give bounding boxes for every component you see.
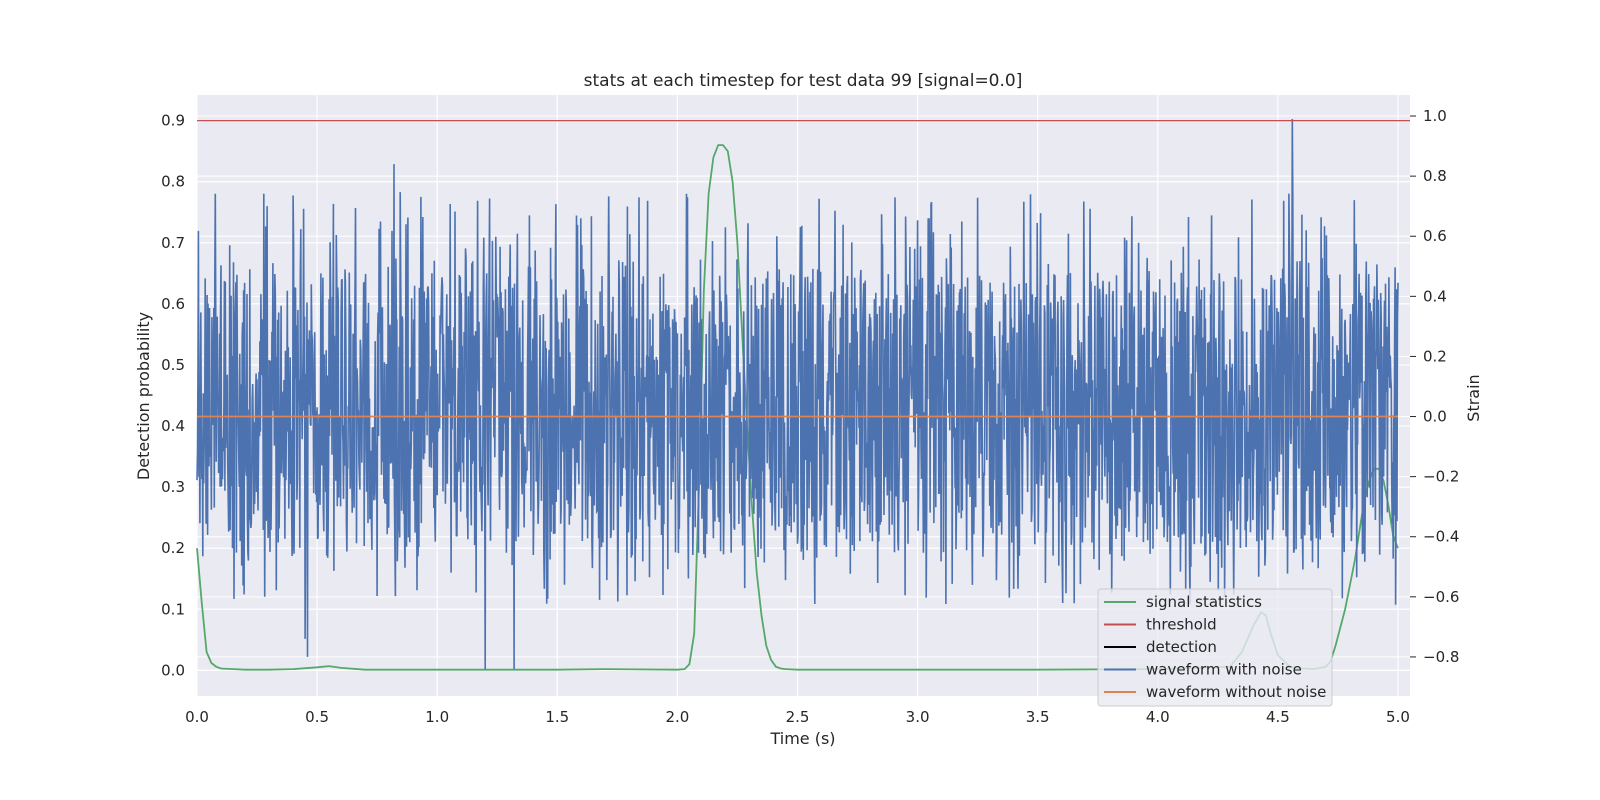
legend-label: signal statistics bbox=[1146, 593, 1262, 611]
legend-label: waveform with noise bbox=[1146, 661, 1302, 679]
legend-label: waveform without noise bbox=[1146, 683, 1326, 701]
x-tick-label: 0.0 bbox=[185, 708, 209, 726]
x-tick-label: 1.5 bbox=[545, 708, 569, 726]
x-tick-label: 1.0 bbox=[425, 708, 449, 726]
chart-title: stats at each timestep for test data 99 … bbox=[584, 71, 1023, 91]
legend-label: threshold bbox=[1146, 616, 1217, 634]
right-tick-label: 0.0 bbox=[1423, 408, 1447, 426]
x-tick-label: 2.0 bbox=[665, 708, 689, 726]
x-tick-label: 0.5 bbox=[305, 708, 329, 726]
left-tick-label: 0.2 bbox=[161, 539, 185, 557]
x-tick-label: 3.0 bbox=[906, 708, 930, 726]
signal-statistics-line bbox=[196, 144, 1399, 671]
left-tick-label: 0.0 bbox=[161, 661, 185, 679]
right-tick-label: −0.2 bbox=[1423, 468, 1459, 486]
left-tick-label: 0.7 bbox=[161, 234, 185, 252]
right-tick-label: −0.8 bbox=[1423, 648, 1459, 666]
x-tick-label: 5.0 bbox=[1386, 708, 1410, 726]
left-tick-label: 0.5 bbox=[161, 356, 185, 374]
left-tick-label: 0.8 bbox=[161, 173, 185, 191]
series-layer bbox=[196, 118, 1410, 671]
right-tick-label: 0.4 bbox=[1423, 287, 1447, 305]
left-tick-label: 0.6 bbox=[161, 295, 185, 313]
right-y-axis-label: Strain bbox=[1464, 374, 1483, 421]
x-tick-label: 4.0 bbox=[1146, 708, 1170, 726]
x-tick-label: 2.5 bbox=[786, 708, 810, 726]
right-tick-labels: −0.8 −0.6 −0.4 −0.2 0.0 0.2 0.4 0.6 0.8 1.0 bbox=[1410, 107, 1459, 666]
legend-box bbox=[1097, 588, 1333, 707]
right-tick-label: 1.0 bbox=[1423, 107, 1447, 125]
x-axis-label: Time (s) bbox=[769, 729, 835, 748]
waveform-with-noise-line bbox=[196, 118, 1399, 670]
left-tick-label: 0.1 bbox=[161, 600, 185, 618]
legend-label: detection bbox=[1146, 638, 1217, 656]
right-tick-label: 0.2 bbox=[1423, 347, 1447, 365]
x-tick-label: 4.5 bbox=[1266, 708, 1290, 726]
right-tick-label: −0.6 bbox=[1423, 588, 1459, 606]
left-y-axis-label: Detection probability bbox=[134, 312, 153, 480]
right-tick-label: 0.6 bbox=[1423, 227, 1447, 245]
x-tick-labels: 0.0 0.5 1.0 1.5 2.0 2.5 3.0 3.5 4.0 4.5 5.0 bbox=[185, 708, 1410, 726]
right-tick-label: −0.4 bbox=[1423, 528, 1459, 546]
left-tick-labels: 0.0 0.1 0.2 0.3 0.4 0.5 0.6 0.7 0.8 0.9 bbox=[161, 112, 185, 680]
x-tick-label: 3.5 bbox=[1026, 708, 1050, 726]
left-tick-label: 0.3 bbox=[161, 478, 185, 496]
left-tick-label: 0.9 bbox=[161, 112, 185, 130]
legend: signal statistics threshold detection wavef… bbox=[1097, 588, 1333, 707]
right-tick-label: 0.8 bbox=[1423, 167, 1447, 185]
left-tick-label: 0.4 bbox=[161, 417, 185, 435]
